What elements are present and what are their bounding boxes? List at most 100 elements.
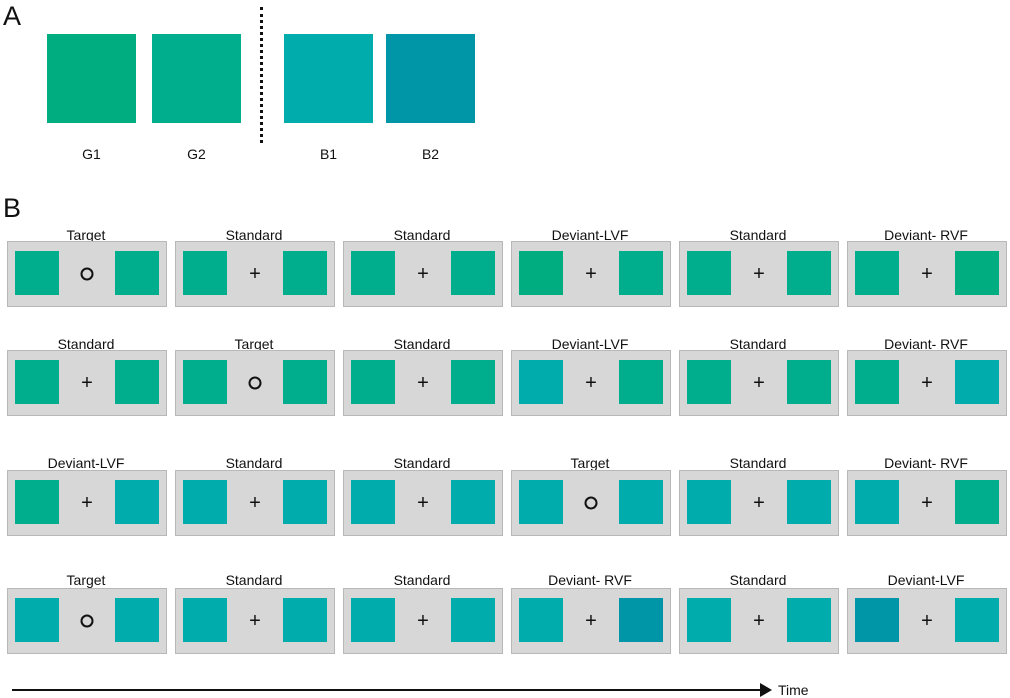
- left-stimulus-square: [351, 480, 395, 524]
- fixation-cross-icon: +: [249, 263, 261, 285]
- trial-label: Deviant- RVF: [548, 572, 632, 588]
- left-stimulus-square: [183, 360, 227, 404]
- stimulus-label: G2: [187, 146, 206, 162]
- left-stimulus-square: [687, 480, 731, 524]
- fixation-circle-icon: [80, 614, 94, 628]
- left-stimulus-square: [687, 598, 731, 642]
- trial-frame: +: [343, 350, 503, 416]
- trial-frame: +: [343, 241, 503, 307]
- stimulus-label: G1: [82, 146, 101, 162]
- trial-label: Deviant- RVF: [884, 455, 968, 471]
- trial-frame: +: [679, 350, 839, 416]
- trial-label: Standard: [225, 572, 283, 588]
- right-stimulus-square: [619, 598, 663, 642]
- trial-label: Standard: [729, 455, 787, 471]
- trial-frame: +: [511, 588, 671, 654]
- left-stimulus-square: [351, 360, 395, 404]
- trial-frame: [7, 588, 167, 654]
- right-stimulus-square: [619, 251, 663, 295]
- right-stimulus-square: [283, 480, 327, 524]
- right-stimulus-square: [787, 480, 831, 524]
- right-stimulus-square: [955, 251, 999, 295]
- left-stimulus-square: [15, 598, 59, 642]
- trial-label: Standard: [225, 455, 283, 471]
- panel-a-letter: A: [3, 1, 22, 31]
- left-stimulus-square: [519, 598, 563, 642]
- right-stimulus-square: [451, 360, 495, 404]
- right-stimulus-square: [787, 251, 831, 295]
- trial-frame: [511, 470, 671, 536]
- divider-dotted-line: [260, 7, 263, 143]
- trial-label: Standard: [393, 572, 451, 588]
- right-stimulus-square: [787, 360, 831, 404]
- left-stimulus-square: [519, 251, 563, 295]
- fixation-cross-icon: +: [417, 610, 429, 632]
- trial-label: Target: [570, 455, 610, 471]
- fixation-cross-icon: +: [921, 263, 933, 285]
- fixation-cross-icon: +: [921, 372, 933, 394]
- right-stimulus-square: [283, 360, 327, 404]
- right-stimulus-square: [955, 360, 999, 404]
- right-stimulus-square: [451, 251, 495, 295]
- right-stimulus-square: [787, 598, 831, 642]
- right-stimulus-square: [115, 480, 159, 524]
- fixation-cross-icon: +: [585, 610, 597, 632]
- right-stimulus-square: [451, 598, 495, 642]
- trial-label: Standard: [57, 336, 115, 352]
- trial-frame: +: [175, 241, 335, 307]
- right-stimulus-square: [283, 598, 327, 642]
- right-stimulus-square: [955, 480, 999, 524]
- right-stimulus-square: [115, 251, 159, 295]
- fixation-cross-icon: +: [585, 263, 597, 285]
- panel-b-letter: B: [3, 193, 22, 223]
- trial-frame: +: [847, 470, 1007, 536]
- trial-label: Standard: [729, 227, 787, 243]
- stimulus-swatch: [47, 34, 136, 123]
- fixation-cross-icon: +: [417, 492, 429, 514]
- trial-frame: +: [7, 470, 167, 536]
- trial-label: Target: [66, 572, 106, 588]
- fixation-cross-icon: +: [417, 372, 429, 394]
- trial-label: Deviant- RVF: [884, 336, 968, 352]
- left-stimulus-square: [519, 360, 563, 404]
- trial-label: Target: [234, 336, 274, 352]
- trial-label: Deviant-LVF: [551, 227, 629, 243]
- fixation-cross-icon: +: [249, 610, 261, 632]
- fixation-cross-icon: +: [753, 610, 765, 632]
- left-stimulus-square: [15, 251, 59, 295]
- trial-frame: +: [175, 588, 335, 654]
- left-stimulus-square: [855, 360, 899, 404]
- left-stimulus-square: [183, 480, 227, 524]
- trial-label: Standard: [393, 227, 451, 243]
- stimulus-swatch: [386, 34, 475, 123]
- trial-frame: [7, 241, 167, 307]
- trial-frame: +: [847, 241, 1007, 307]
- trial-label: Deviant-LVF: [551, 336, 629, 352]
- fixation-cross-icon: +: [921, 610, 933, 632]
- trial-frame: +: [847, 588, 1007, 654]
- trial-label: Standard: [729, 572, 787, 588]
- left-stimulus-square: [183, 598, 227, 642]
- fixation-circle-icon: [248, 376, 262, 390]
- trial-label: Deviant-LVF: [47, 455, 125, 471]
- trial-frame: +: [511, 241, 671, 307]
- fixation-cross-icon: +: [753, 492, 765, 514]
- right-stimulus-square: [451, 480, 495, 524]
- left-stimulus-square: [687, 360, 731, 404]
- time-arrow-head-icon: [760, 683, 772, 697]
- left-stimulus-square: [855, 598, 899, 642]
- trial-frame: +: [679, 588, 839, 654]
- trial-frame: +: [847, 350, 1007, 416]
- trial-label: Standard: [393, 455, 451, 471]
- left-stimulus-square: [351, 598, 395, 642]
- time-arrow-line: [12, 689, 764, 691]
- fixation-cross-icon: +: [753, 372, 765, 394]
- right-stimulus-square: [955, 598, 999, 642]
- trial-frame: +: [343, 470, 503, 536]
- left-stimulus-square: [15, 480, 59, 524]
- trial-frame: +: [7, 350, 167, 416]
- trial-label: Standard: [225, 227, 283, 243]
- trial-label: Deviant- RVF: [884, 227, 968, 243]
- left-stimulus-square: [687, 251, 731, 295]
- left-stimulus-square: [855, 251, 899, 295]
